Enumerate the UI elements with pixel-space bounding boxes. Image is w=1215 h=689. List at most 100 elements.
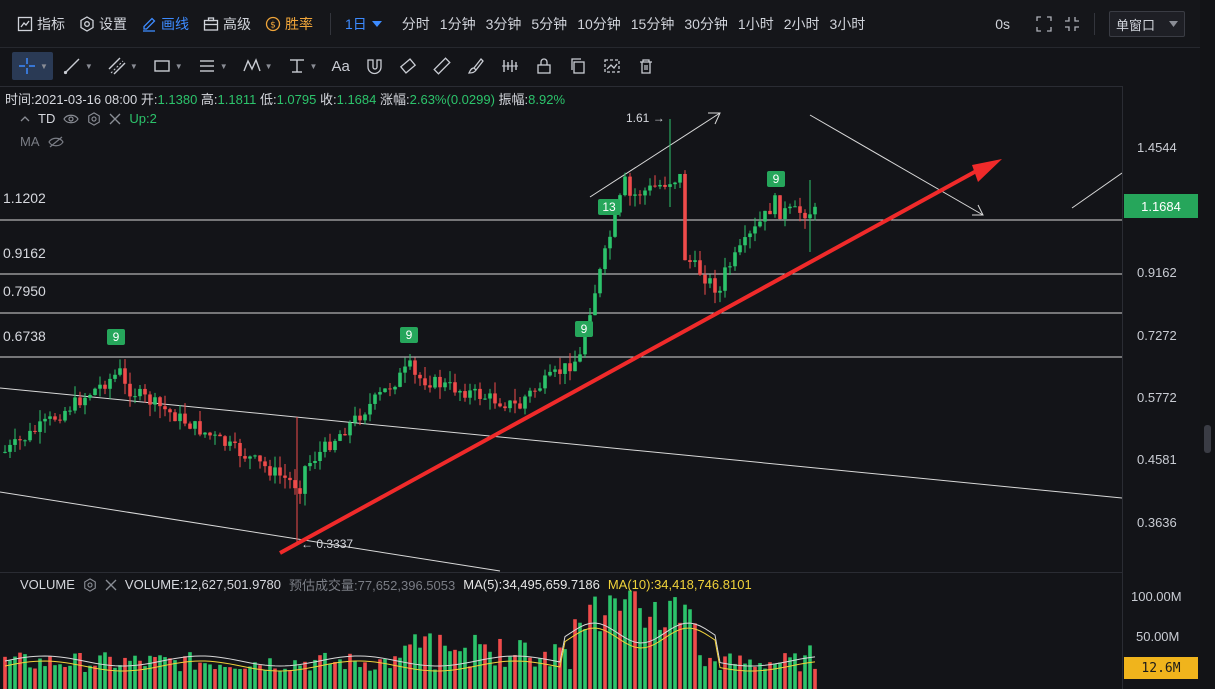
measure-tool[interactable]: ▼ — [282, 52, 323, 80]
period-option[interactable]: 10分钟 — [577, 15, 621, 32]
candle-body — [168, 409, 172, 413]
screenshot-tool[interactable] — [597, 52, 627, 80]
ruler-tool[interactable] — [427, 52, 457, 80]
fullscreen-icon[interactable] — [1036, 16, 1052, 32]
candle-body — [303, 466, 307, 494]
candle-body — [108, 378, 112, 389]
collapse-icon[interactable] — [20, 115, 30, 123]
candle-body — [698, 260, 702, 275]
eye-off-icon[interactable] — [47, 136, 64, 148]
volume-bar — [558, 647, 562, 689]
period-option[interactable]: 15分钟 — [630, 15, 675, 32]
period-option[interactable]: 30分钟 — [684, 15, 728, 32]
volume-bar — [308, 670, 312, 689]
bars-pattern-tool[interactable] — [495, 52, 525, 80]
pattern-tool[interactable]: ▼ — [237, 52, 278, 80]
candlestick-chart[interactable] — [0, 86, 1122, 572]
candle-body — [23, 440, 27, 442]
exit-fullscreen-icon[interactable] — [1064, 16, 1080, 32]
td-indicator-name: TD — [38, 111, 56, 126]
volume-bar — [428, 633, 432, 689]
volume-bar — [653, 601, 657, 689]
brush-tool[interactable] — [461, 52, 491, 80]
right-tools: 0s 单窗口 — [995, 0, 1185, 48]
volume-bar — [123, 657, 127, 689]
rectangle-tool[interactable]: ▼ — [147, 52, 188, 80]
period-option[interactable]: 1分钟 — [439, 15, 476, 32]
period-option[interactable]: 2小时 — [783, 15, 820, 32]
candle-body — [408, 360, 412, 367]
eye-icon[interactable] — [63, 113, 80, 125]
volume-chart[interactable] — [0, 572, 1122, 689]
period-option[interactable]: 分时 — [401, 15, 430, 32]
candle-body — [648, 185, 652, 191]
candle-body — [368, 403, 372, 415]
close-icon[interactable] — [105, 579, 117, 591]
crosshair-tool[interactable]: ▼ — [12, 52, 53, 80]
candle-body — [388, 388, 392, 390]
candle-body — [78, 397, 82, 406]
svg-text:$: $ — [270, 20, 276, 30]
candle-body — [518, 403, 522, 409]
candle-body — [253, 455, 257, 457]
volume-bar — [143, 666, 147, 689]
lock-tool[interactable] — [529, 52, 559, 80]
candle-body — [83, 397, 87, 406]
volume-bar — [18, 652, 22, 689]
delete-tool[interactable] — [631, 52, 661, 80]
trend-line-icon — [63, 58, 80, 75]
candle-body — [213, 434, 217, 436]
candle-body — [768, 210, 772, 215]
candle-body — [443, 382, 447, 388]
candle-body — [653, 185, 657, 187]
indicator-button[interactable]: 指标 — [10, 0, 72, 48]
screenshot-icon — [604, 59, 620, 73]
fibonacci-tool[interactable]: ▼ — [192, 52, 233, 80]
current-volume-tag: 12.6M — [1124, 657, 1198, 679]
text-tool[interactable]: Aa — [326, 52, 354, 80]
channel-line-lower — [0, 491, 501, 572]
copy-icon — [571, 58, 585, 74]
close-icon[interactable] — [109, 113, 121, 125]
gear-icon[interactable] — [87, 111, 101, 126]
crosshair-icon — [19, 58, 35, 74]
volume-bar — [493, 665, 497, 689]
copy-tool[interactable] — [563, 52, 593, 80]
period-option[interactable]: 1小时 — [737, 15, 774, 32]
candle-body — [593, 293, 597, 316]
period-option[interactable]: 3小时 — [829, 15, 866, 32]
candle-body — [748, 233, 752, 238]
settings-button[interactable]: 设置 — [72, 0, 134, 48]
volume-bar — [53, 665, 57, 689]
gear-icon[interactable] — [83, 577, 97, 592]
td-count-mark: 9 — [767, 171, 785, 187]
price-axis[interactable] — [1122, 86, 1200, 689]
advanced-button[interactable]: 高级 — [196, 0, 258, 48]
period-dropdown[interactable]: 1日 — [341, 0, 391, 48]
ruler-icon — [433, 57, 451, 75]
volume-bar — [543, 651, 547, 689]
volume-bar — [208, 664, 212, 689]
period-option[interactable]: 3分钟 — [485, 15, 522, 32]
volume-bar — [373, 669, 377, 689]
volume-bar — [103, 652, 107, 689]
eraser-tool[interactable] — [393, 52, 423, 80]
right-scrollbar[interactable] — [1200, 0, 1215, 689]
window-mode-select[interactable]: 单窗口 — [1109, 11, 1185, 37]
trend-line-tool[interactable]: ▼ — [57, 52, 98, 80]
open-value: 1.1380 — [157, 92, 198, 107]
scroll-thumb[interactable] — [1204, 425, 1211, 453]
volume-bar — [728, 653, 732, 689]
countdown-label: 0s — [995, 16, 1010, 32]
td-count-mark: 13 — [598, 199, 620, 215]
volume-bar — [378, 659, 382, 689]
magnet-tool[interactable] — [359, 52, 389, 80]
draw-button[interactable]: 画线 — [134, 0, 196, 48]
arrow-line-right — [1071, 172, 1122, 209]
candle-body — [463, 391, 467, 398]
candle-body — [343, 434, 347, 436]
period-option[interactable]: 5分钟 — [531, 15, 568, 32]
winrate-button[interactable]: $ 胜率 — [258, 0, 320, 48]
channel-tool[interactable]: ▼ — [102, 52, 143, 80]
volume-bar — [483, 644, 487, 689]
